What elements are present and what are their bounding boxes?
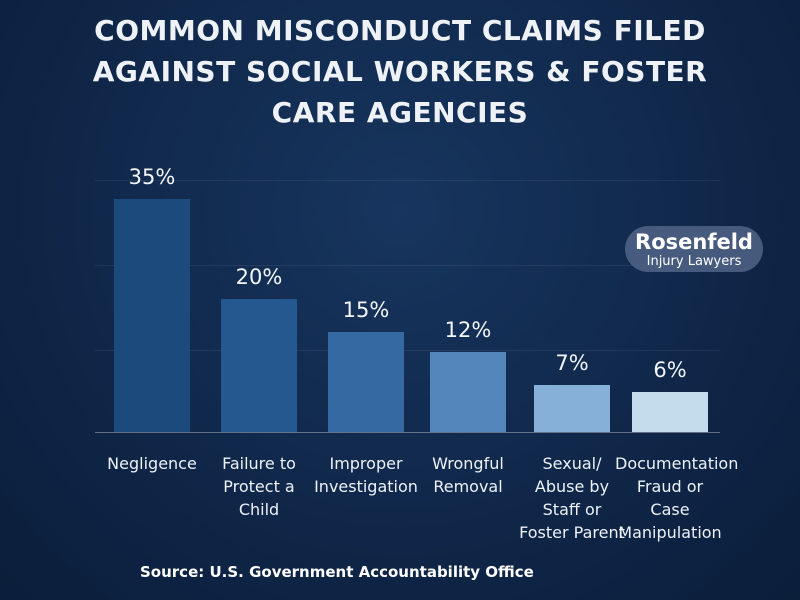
- grid-line: [95, 180, 720, 181]
- baseline: [95, 432, 720, 433]
- bar: [534, 385, 610, 432]
- bar: [221, 298, 297, 432]
- value-label: 35%: [128, 165, 176, 189]
- value-label: 6%: [653, 358, 687, 383]
- value-label: 15%: [342, 298, 390, 323]
- value-label: 12%: [444, 318, 492, 343]
- value-label: 20%: [235, 264, 283, 289]
- x-tick-label: Failure to Protect a Child: [222, 454, 296, 519]
- bar: [328, 332, 404, 432]
- bar: [632, 392, 708, 432]
- logo-name: Rosenfeld: [635, 230, 753, 254]
- logo: Rosenfeld Injury Lawyers: [625, 226, 763, 272]
- logo-tagline: Injury Lawyers: [646, 254, 742, 269]
- bar: [114, 199, 190, 432]
- value-label: 7%: [555, 351, 589, 376]
- chart-title: COMMON MISCONDUCT CLAIMS FILED AGAINST S…: [92, 14, 708, 129]
- source-note: Source: U.S. Government Accountability O…: [140, 563, 534, 581]
- x-tick-label: Documentation Fraud or Case Manipulation: [615, 454, 739, 542]
- grid-line: [95, 265, 720, 266]
- x-tick-label: Wrongful Removal: [432, 454, 504, 496]
- x-tick-label: Negligence: [107, 454, 197, 473]
- bar: [430, 352, 506, 432]
- x-tick-label: Sexual/ Abuse by Staff or Foster Parent: [519, 454, 625, 542]
- grid-line: [95, 350, 720, 351]
- x-tick-label: Improper Investigation: [314, 454, 418, 496]
